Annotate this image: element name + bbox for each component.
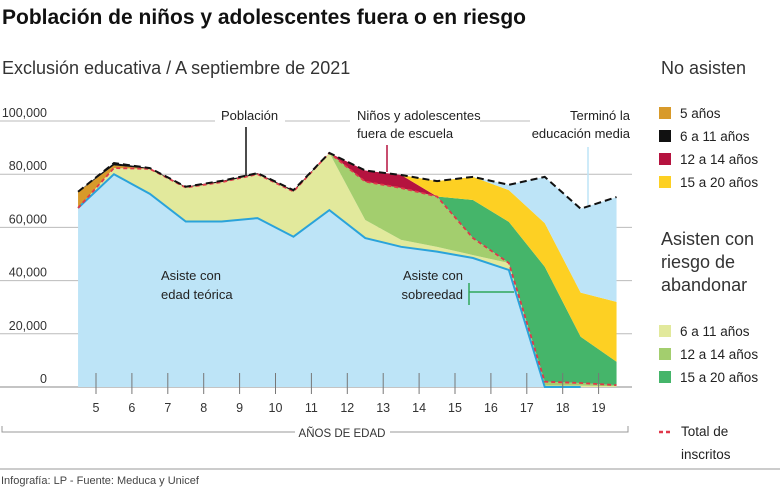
- legend-swatch: [659, 371, 671, 383]
- x-tick-label: 9: [236, 401, 243, 415]
- series-lines: [77, 151, 617, 388]
- legend-label: 12 a 14 años: [680, 152, 758, 167]
- annotation-fuera-escuela: Niños y adolescentes: [357, 108, 481, 123]
- area-riesgo_6_11: [78, 152, 617, 387]
- legend-label: 6 a 11 años: [680, 129, 750, 144]
- annotation-sobreedad: Asiste con: [403, 268, 463, 283]
- legend-swatch: [659, 130, 671, 142]
- annotation-sobreedad-bracket: [468, 283, 514, 305]
- legend-label: 15 a 20 años: [680, 175, 758, 190]
- x-tick-label: 5: [93, 401, 100, 415]
- area-teorica: [78, 174, 617, 387]
- legend-label: 5 años: [680, 106, 721, 121]
- stacked-areas: [78, 152, 617, 387]
- y-axis-labels: 0 20,000 40,000 60,000 80,000 100,000: [2, 106, 47, 386]
- y-tick-label: 20,000: [9, 319, 47, 333]
- x-tick-label: 6: [128, 401, 135, 415]
- x-tick-label: 11: [305, 401, 318, 415]
- x-tick-label: 19: [592, 401, 606, 415]
- legend-inscritos-label: Total de: [681, 424, 728, 439]
- x-tick-label: 15: [448, 401, 462, 415]
- x-tick-label: 17: [520, 401, 534, 415]
- x-axis-title: AÑOS DE EDAD: [299, 427, 386, 440]
- x-axis: 5 6 7 8 9 10 11 12 13 14 15 16 17 18 19: [93, 373, 606, 415]
- line-poblacion: [77, 151, 617, 210]
- label-gap: [350, 114, 480, 126]
- legend-heading-no-asisten: No asisten: [661, 58, 746, 78]
- legend-swatch: [659, 325, 671, 337]
- legend-swatch: [659, 153, 671, 165]
- legend-inscritos-label: inscritos: [681, 447, 731, 462]
- label-gap: [530, 114, 635, 126]
- x-tick-label: 10: [269, 401, 283, 415]
- y-tick-label: 0: [40, 372, 47, 386]
- annotation-poblacion: Población: [221, 108, 278, 123]
- x-axis-bracket: [1, 426, 629, 433]
- x-tick-label: 12: [340, 401, 354, 415]
- x-tick-label: 13: [376, 401, 390, 415]
- legend-label: 6 a 11 años: [680, 324, 750, 339]
- x-tick-label: 14: [412, 401, 426, 415]
- legend-swatch: [659, 176, 671, 188]
- x-tick-label: 16: [484, 401, 498, 415]
- x-tick-label: 7: [164, 401, 171, 415]
- annotation-edad-teorica: edad teórica: [161, 287, 233, 302]
- annotation-edad-teorica: Asiste con: [161, 268, 221, 283]
- y-tick-label: 100,000: [2, 106, 47, 120]
- annotation-sobreedad: sobreedad: [402, 287, 463, 302]
- legend-swatch: [659, 348, 671, 360]
- y-tick-label: 60,000: [9, 212, 47, 226]
- annotation-fuera-escuela: fuera de escuela: [357, 126, 454, 141]
- x-tick-label: 18: [556, 401, 570, 415]
- footer-source: Infografía: LP - Fuente: Meduca y Unicef: [1, 475, 200, 487]
- x-tick-label: 8: [200, 401, 207, 415]
- area-riesgo_15_20: [78, 152, 617, 386]
- label-gap: [215, 114, 285, 126]
- chart-subtitle: Exclusión educativa / A septiembre de 20…: [2, 58, 350, 78]
- legend-heading-riesgo: abandonar: [661, 275, 747, 295]
- y-tick-label: 80,000: [9, 159, 47, 173]
- area-no_15_20: [78, 152, 617, 362]
- legend: No asisten 5 años 6 a 11 años 12 a 14 años…: [659, 58, 758, 462]
- line-total-inscritos: [77, 151, 617, 387]
- y-tick-label: 40,000: [9, 266, 47, 280]
- line-edad-teorica: [77, 172, 581, 388]
- annotation-termino: educación media: [532, 126, 631, 141]
- legend-label: 15 a 20 años: [680, 370, 758, 385]
- legend-label: 12 a 14 años: [680, 347, 758, 362]
- legend-swatch: [659, 107, 671, 119]
- legend-heading-riesgo: riesgo de: [661, 252, 735, 272]
- annotation-termino: Terminó la: [570, 108, 631, 123]
- chart-title: Población de niños y adolescentes fuera …: [2, 6, 526, 29]
- legend-heading-riesgo: Asisten con: [661, 229, 754, 249]
